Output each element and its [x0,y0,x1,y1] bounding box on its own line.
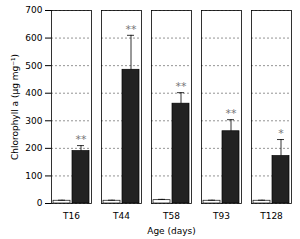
svg-text:100: 100 [25,171,42,181]
svg-text:400: 400 [25,88,42,98]
svg-text:0: 0 [37,198,43,208]
svg-text:600: 600 [25,33,42,43]
svg-text:300: 300 [25,116,42,126]
svg-text:**: ** [126,23,138,36]
svg-text:T16: T16 [62,211,80,221]
svg-text:T93: T93 [212,211,230,221]
svg-text:200: 200 [25,143,42,153]
svg-text:Chlorophyll a (μg mg⁻¹): Chlorophyll a (μg mg⁻¹) [10,54,20,160]
svg-text:**: ** [76,133,88,146]
svg-text:Age (days): Age (days) [147,226,196,236]
svg-text:*: * [278,127,284,140]
svg-text:500: 500 [25,61,42,71]
svg-text:T44: T44 [112,211,130,221]
svg-text:T128: T128 [259,211,283,221]
svg-text:T58: T58 [162,211,180,221]
svg-text:**: ** [226,107,238,120]
svg-text:700: 700 [25,5,42,15]
svg-text:**: ** [176,80,188,93]
